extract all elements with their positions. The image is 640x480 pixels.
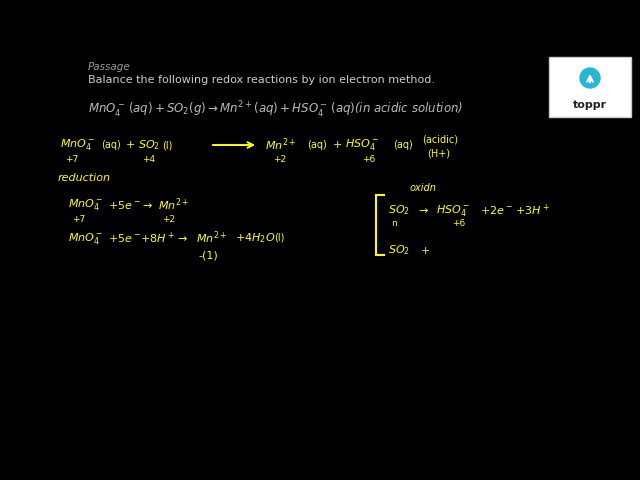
- Text: $MnO_4^-$: $MnO_4^-$: [68, 230, 103, 245]
- Text: $SO_2$: $SO_2$: [138, 138, 160, 152]
- Text: oxidn: oxidn: [410, 183, 437, 193]
- Text: $SO_2$: $SO_2$: [388, 203, 410, 217]
- Text: +7: +7: [72, 215, 85, 224]
- Text: toppr: toppr: [573, 100, 607, 110]
- Text: (acidic): (acidic): [422, 134, 458, 144]
- Text: $+3H^+$: $+3H^+$: [515, 203, 550, 217]
- Text: $MnO_4^-\,(aq) + SO_2(g) \rightarrow Mn^{2+}(aq) + HSO_4^-\,(aq)$(in acidic solu: $MnO_4^-\,(aq) + SO_2(g) \rightarrow Mn^…: [88, 100, 463, 120]
- Text: +7: +7: [65, 155, 78, 164]
- Text: $\rightarrow$: $\rightarrow$: [140, 200, 153, 210]
- Text: (aq): (aq): [101, 140, 121, 150]
- Text: $Mn^{2+}$: $Mn^{2+}$: [196, 230, 227, 246]
- Text: +2: +2: [273, 155, 286, 164]
- Text: reduction: reduction: [58, 173, 111, 183]
- Text: +4: +4: [142, 155, 155, 164]
- Text: Passage: Passage: [88, 62, 131, 72]
- Text: (aq): (aq): [393, 140, 413, 150]
- Text: +2: +2: [162, 215, 175, 224]
- Text: $HSO_4^-$: $HSO_4^-$: [345, 137, 379, 153]
- Circle shape: [580, 68, 600, 88]
- Text: $Mn^{2+}$: $Mn^{2+}$: [265, 137, 296, 153]
- Text: $+2e^-$: $+2e^-$: [480, 204, 513, 216]
- Text: $\rightarrow$: $\rightarrow$: [416, 205, 429, 215]
- Text: $SO_2$: $SO_2$: [388, 243, 410, 257]
- Text: -(1): -(1): [198, 251, 218, 261]
- Text: $+5e^-$: $+5e^-$: [108, 232, 141, 244]
- Text: $MnO_4^-$: $MnO_4^-$: [60, 137, 95, 153]
- Text: +6: +6: [452, 219, 465, 228]
- Text: $+5e^-$: $+5e^-$: [108, 199, 141, 211]
- Text: $+$: $+$: [420, 244, 430, 255]
- Text: +6: +6: [362, 155, 375, 164]
- Text: $+4H_2O$: $+4H_2O$: [235, 231, 275, 245]
- Text: $HSO_4^-$: $HSO_4^-$: [436, 203, 470, 217]
- Text: (aq): (aq): [307, 140, 327, 150]
- Text: $+8H^+$: $+8H^+$: [140, 230, 175, 246]
- Text: (H+): (H+): [427, 149, 450, 159]
- Text: $MnO_4^-$: $MnO_4^-$: [68, 197, 103, 213]
- Text: $\rightarrow$: $\rightarrow$: [175, 233, 188, 243]
- Text: (l): (l): [162, 140, 172, 150]
- FancyBboxPatch shape: [549, 57, 631, 117]
- Text: (l): (l): [274, 233, 284, 243]
- Text: $+$: $+$: [332, 140, 342, 151]
- Text: $+$: $+$: [125, 140, 135, 151]
- Text: $Mn^{2+}$: $Mn^{2+}$: [158, 197, 189, 213]
- Text: n: n: [391, 219, 397, 228]
- Text: Balance the following redox reactions by ion electron method.: Balance the following redox reactions by…: [88, 75, 435, 85]
